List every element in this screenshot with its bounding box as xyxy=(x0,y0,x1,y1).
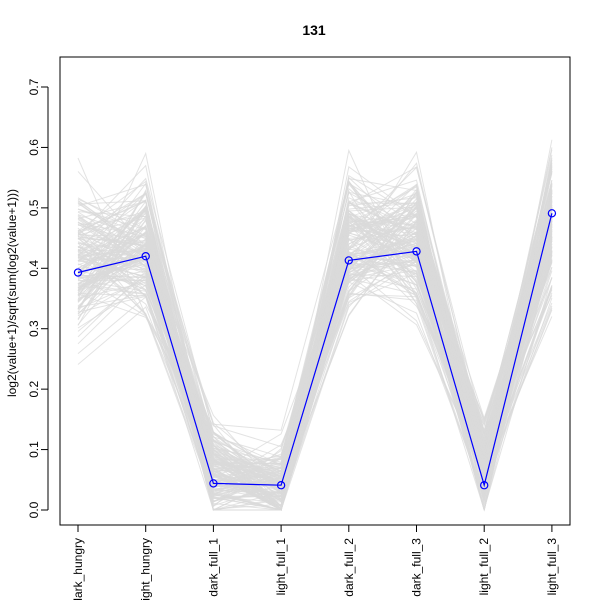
series-point xyxy=(141,252,150,261)
x-tick-label: dark_hungry xyxy=(71,538,85,600)
background-line xyxy=(77,200,553,508)
background-lines-group xyxy=(77,139,553,512)
series-point xyxy=(344,256,353,265)
series-point xyxy=(480,481,489,490)
x-tick-label: light_full_1 xyxy=(274,538,288,596)
series-point xyxy=(73,268,83,277)
y-tick-label: 0.6 xyxy=(27,139,41,156)
series-point xyxy=(547,209,557,218)
x-tick-label: dark_full_3 xyxy=(410,538,424,597)
series-point xyxy=(276,481,286,490)
series-line xyxy=(77,213,553,488)
background-line xyxy=(77,200,553,481)
x-tick-label: light_full_3 xyxy=(545,538,559,596)
background-line xyxy=(77,212,553,479)
x-tick-label: light_hungry xyxy=(139,538,153,600)
background-line xyxy=(77,202,553,511)
series-point xyxy=(209,479,218,488)
background-line xyxy=(77,218,553,488)
x-tick-label: light_full_2 xyxy=(477,538,491,596)
y-tick-label: 0.3 xyxy=(27,320,41,337)
series-point xyxy=(412,247,421,256)
y-tick-label: 0.0 xyxy=(27,501,41,518)
background-line xyxy=(77,180,553,502)
y-tick-label: 0.7 xyxy=(27,78,41,95)
background-line xyxy=(77,213,553,511)
y-axis: 0.0 0.1 0.2 0.3 0.4 0.5 0.6 0.7 xyxy=(27,78,49,518)
y-tick-label: 0.1 xyxy=(27,441,41,458)
x-axis: dark_hungry light_hungry dark_full_1 light_… xyxy=(71,524,559,600)
series-group xyxy=(73,209,557,490)
y-tick-label: 0.4 xyxy=(27,260,41,277)
y-tick-label: 0.5 xyxy=(27,199,41,216)
background-line xyxy=(77,220,553,507)
y-tick-label: 0.2 xyxy=(27,380,41,397)
chart-title: 131 xyxy=(302,22,326,38)
y-axis-label: log2(value+1)/sqrt(sum(log2(value+1))) xyxy=(5,189,19,397)
x-tick-label: dark_full_1 xyxy=(206,538,220,597)
x-tick-label: dark_full_2 xyxy=(342,538,356,597)
background-line xyxy=(77,207,553,511)
